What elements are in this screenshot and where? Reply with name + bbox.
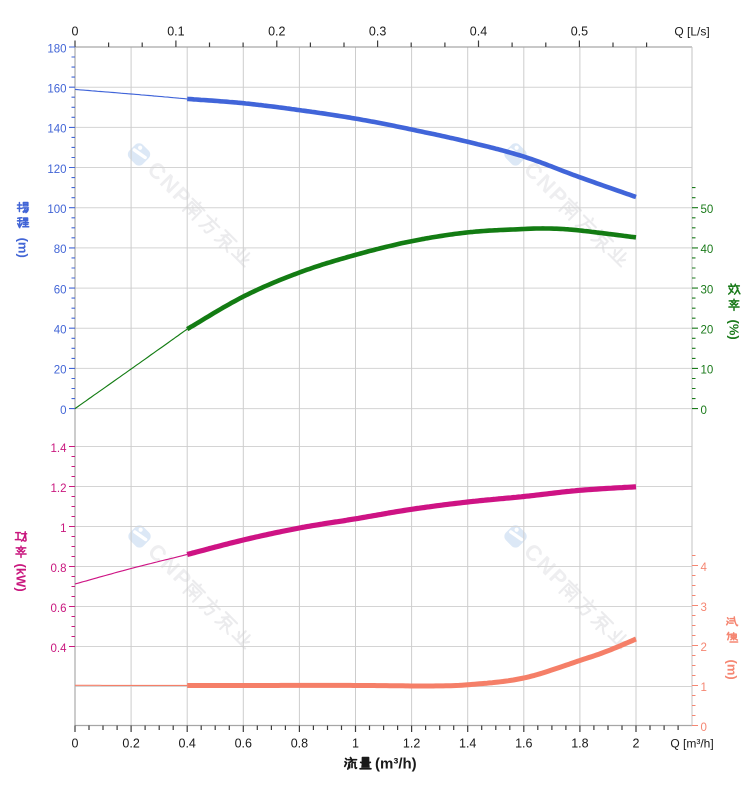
- svg-text:4: 4: [701, 562, 708, 574]
- svg-text:0: 0: [60, 405, 66, 417]
- svg-text:1: 1: [352, 737, 359, 751]
- svg-text:0.1: 0.1: [167, 24, 184, 38]
- svg-text:1.2: 1.2: [403, 737, 420, 751]
- svg-text:(kW): (kW): [14, 564, 29, 592]
- svg-text:1.2: 1.2: [51, 483, 67, 495]
- svg-text:1.4: 1.4: [51, 443, 68, 455]
- svg-text:1: 1: [701, 682, 707, 694]
- svg-text:0.3: 0.3: [369, 24, 386, 38]
- svg-text:2: 2: [701, 642, 707, 654]
- svg-text:1.6: 1.6: [515, 737, 532, 751]
- svg-text:1.8: 1.8: [571, 737, 588, 751]
- svg-text:50: 50: [701, 204, 714, 216]
- svg-text:80: 80: [54, 244, 67, 256]
- svg-text:100: 100: [47, 204, 66, 216]
- svg-text:40: 40: [54, 325, 67, 337]
- svg-text:160: 160: [47, 84, 66, 96]
- svg-text:30: 30: [701, 284, 714, 296]
- svg-text:140: 140: [47, 124, 66, 136]
- svg-text:20: 20: [54, 365, 67, 377]
- svg-text:0.6: 0.6: [51, 603, 67, 615]
- svg-text:0.2: 0.2: [268, 24, 285, 38]
- svg-text:10: 10: [701, 365, 714, 377]
- svg-text:1.4: 1.4: [459, 737, 476, 751]
- svg-text:0: 0: [701, 405, 707, 417]
- svg-text:(%): (%): [727, 320, 742, 340]
- svg-text:(m): (m): [15, 238, 30, 258]
- svg-text:0.8: 0.8: [291, 737, 308, 751]
- svg-text:0.4: 0.4: [51, 643, 68, 655]
- svg-text:180: 180: [47, 43, 66, 55]
- svg-text:1: 1: [60, 523, 66, 535]
- svg-text:0.5: 0.5: [571, 24, 588, 38]
- svg-text:0: 0: [701, 722, 707, 734]
- svg-text:2: 2: [633, 737, 640, 751]
- svg-text:0.4: 0.4: [470, 24, 487, 38]
- svg-text:0.6: 0.6: [235, 737, 252, 751]
- svg-text:0.2: 0.2: [122, 737, 139, 751]
- svg-text:0: 0: [72, 24, 79, 38]
- svg-text:0.8: 0.8: [51, 563, 67, 575]
- svg-text:60: 60: [54, 284, 67, 296]
- svg-text:3: 3: [701, 602, 707, 614]
- svg-text:(m): (m): [725, 660, 740, 680]
- svg-text:0: 0: [72, 737, 79, 751]
- svg-text:0.4: 0.4: [179, 737, 196, 751]
- svg-text:20: 20: [701, 325, 714, 337]
- svg-text:120: 120: [47, 164, 66, 176]
- svg-text:(m³/h): (m³/h): [375, 755, 417, 772]
- svg-text:40: 40: [701, 244, 714, 256]
- svg-text:Q [L/s]: Q [L/s]: [674, 24, 709, 38]
- svg-text:Q [m³/h]: Q [m³/h]: [670, 737, 713, 751]
